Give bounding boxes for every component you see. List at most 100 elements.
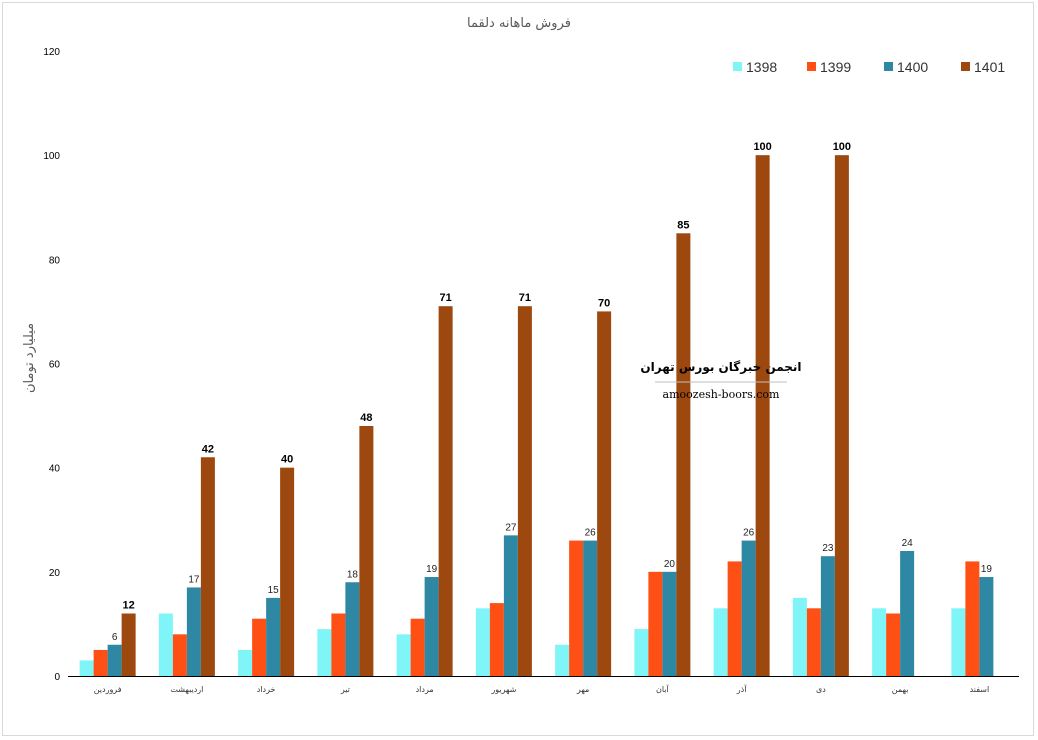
bar-1399	[965, 561, 980, 676]
bar-1401	[200, 457, 215, 676]
bar-1398	[634, 629, 649, 676]
bar-1399	[727, 561, 742, 676]
bar-1399	[569, 540, 584, 676]
bar-1401	[676, 233, 691, 676]
data-label: 18	[347, 569, 359, 580]
y-tick-label: 60	[49, 360, 61, 371]
legend: 1398 1399 1400 1401	[733, 59, 1005, 75]
bar-1400	[741, 540, 756, 676]
legend-label: 1398	[746, 59, 777, 75]
x-tick-label: خرداد	[257, 685, 276, 694]
data-label: 85	[677, 219, 689, 231]
bar-1399	[252, 618, 267, 676]
data-label: 48	[360, 412, 372, 424]
bar-1400	[503, 535, 518, 676]
y-tick-label: 80	[49, 255, 61, 266]
data-label: 17	[188, 574, 200, 585]
data-label: 100	[753, 141, 771, 153]
y-axis-label: میلیارد تومان	[22, 323, 37, 393]
data-label: 27	[505, 522, 517, 533]
x-tick-label: آبان	[656, 684, 670, 694]
bar-1399	[489, 603, 504, 676]
legend-swatch-1398	[733, 62, 742, 71]
bar-1398	[713, 608, 728, 676]
bar-1401	[438, 306, 453, 676]
x-tick-label: دی	[816, 685, 826, 694]
bar-1398	[951, 608, 966, 676]
legend-swatch-1399	[807, 62, 816, 71]
x-tick-label: بهمن	[892, 685, 909, 694]
bar-1398	[79, 660, 94, 676]
bar-1400	[979, 577, 994, 676]
data-label: 12	[123, 600, 135, 612]
x-tick-label: اردیبهشت	[170, 685, 203, 694]
bar-1399	[172, 634, 187, 676]
bar-1400	[820, 556, 835, 676]
bars-group	[79, 155, 994, 676]
bar-1400	[662, 571, 677, 676]
bar-1400	[583, 540, 598, 676]
bar-1400	[345, 582, 360, 676]
bar-1400	[107, 644, 122, 676]
legend-label: 1400	[897, 59, 928, 75]
bar-1400	[186, 587, 201, 676]
data-label: 100	[833, 141, 851, 153]
data-label: 42	[202, 443, 214, 455]
data-label: 26	[743, 528, 755, 539]
bar-1399	[93, 649, 108, 676]
data-label: 26	[585, 528, 597, 539]
data-labels-group: 6 12 17 42 15 40 18 48 19 71 27 71 26 70 20 85 26 100 23 10…	[112, 141, 993, 643]
legend-swatch-1401	[961, 62, 970, 71]
x-tick-label: شهریور	[490, 685, 516, 694]
x-tick-label: اسفند	[970, 685, 990, 694]
bar-1398	[475, 608, 490, 676]
data-label: 23	[822, 543, 834, 554]
y-tick-label: 100	[43, 151, 60, 162]
x-tick-label: آذر	[736, 684, 747, 694]
bar-1400	[900, 551, 915, 676]
watermark-url: amoozesh-boors.com	[663, 388, 780, 401]
x-tick-label: مرداد	[416, 685, 434, 694]
data-label: 40	[281, 454, 293, 466]
x-tick-label: تیر	[340, 685, 350, 694]
watermark-title: انجمن خبرگان بورس تهران	[640, 360, 801, 375]
x-tick-label: فروردین	[94, 685, 122, 694]
data-label: 19	[426, 564, 438, 575]
bar-1399	[410, 618, 425, 676]
y-tick-label: 20	[49, 568, 61, 579]
legend-label: 1401	[974, 59, 1005, 75]
data-label: 24	[902, 538, 914, 549]
bar-1401	[755, 155, 770, 676]
data-label: 71	[440, 292, 452, 304]
data-label: 19	[981, 564, 993, 575]
legend-label: 1399	[820, 59, 851, 75]
bar-1399	[886, 613, 901, 676]
bar-1398	[555, 644, 570, 676]
bar-1401	[517, 306, 532, 676]
data-label: 71	[519, 292, 531, 304]
bar-1401	[121, 613, 136, 676]
watermark: انجمن خبرگان بورس تهران amoozesh-boors.c…	[640, 360, 801, 401]
bar-1401	[280, 467, 295, 676]
y-tick-label: 40	[49, 464, 61, 475]
x-tick-label: مهر	[576, 685, 589, 694]
bar-1398	[396, 634, 411, 676]
bar-1398	[158, 613, 173, 676]
bar-1400	[424, 577, 439, 676]
y-axis-ticks: 0 20 40 60 80 100 120	[43, 47, 60, 683]
data-label: 20	[664, 559, 676, 570]
bar-1401	[359, 426, 374, 676]
data-label: 6	[112, 632, 118, 643]
legend-swatch-1400	[884, 62, 893, 71]
bar-1401	[597, 311, 612, 676]
bar-1399	[648, 571, 663, 676]
bar-1399	[806, 608, 821, 676]
chart-title: فروش ماهانه دلقما	[467, 16, 571, 31]
bar-1398	[872, 608, 887, 676]
bar-1400	[266, 597, 281, 676]
bar-1398	[317, 629, 332, 676]
bar-1398	[238, 649, 253, 676]
y-tick-label: 0	[54, 672, 60, 683]
